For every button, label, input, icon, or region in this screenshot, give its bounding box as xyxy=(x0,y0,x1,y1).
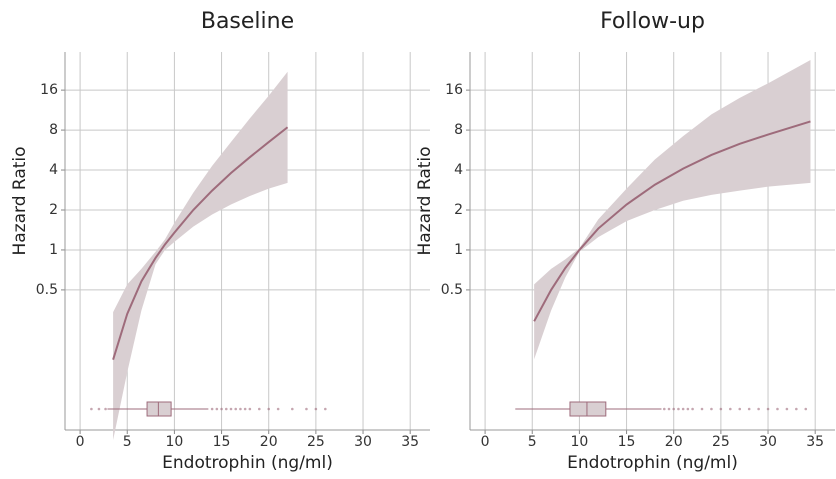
outlier xyxy=(691,407,694,411)
outlier xyxy=(290,407,294,411)
y-tick-label: 8 xyxy=(49,122,58,138)
x-tick-label: 30 xyxy=(759,434,777,450)
y-tick-label: 2 xyxy=(454,202,463,218)
outlier xyxy=(314,407,318,411)
x-axis-label: Endotrophin (ng/ml) xyxy=(162,453,333,473)
outlier xyxy=(239,407,242,411)
outlier xyxy=(672,407,676,411)
x-tick-label: 0 xyxy=(76,434,85,450)
outlier xyxy=(677,407,680,411)
outlier xyxy=(220,407,223,411)
box xyxy=(146,401,172,417)
outlier xyxy=(234,407,238,411)
outlier xyxy=(785,407,789,411)
x-tick-label: 35 xyxy=(806,434,824,450)
outlier xyxy=(738,407,742,411)
outlier xyxy=(243,407,247,411)
chart-title: Baseline xyxy=(201,9,294,34)
hazard-line xyxy=(112,126,289,360)
outlier xyxy=(267,407,271,411)
confidence-band xyxy=(113,71,288,440)
outlier xyxy=(104,407,107,411)
x-tick-label: 15 xyxy=(618,434,636,450)
y-tick-label: 4 xyxy=(49,162,58,178)
box xyxy=(569,401,607,417)
outlier xyxy=(729,407,732,411)
outlier xyxy=(766,407,770,411)
outlier xyxy=(224,407,228,411)
outlier xyxy=(90,407,93,411)
outlier xyxy=(276,407,280,411)
y-tick-label: 0.5 xyxy=(36,282,58,298)
outlier xyxy=(686,407,690,411)
y-tick-label: 4 xyxy=(454,162,463,178)
y-axis-label: Hazard Ratio xyxy=(415,146,435,255)
outlier xyxy=(229,407,233,411)
x-tick-label: 5 xyxy=(123,434,132,450)
y-tick-label: 1 xyxy=(454,242,463,258)
y-tick-label: 1 xyxy=(49,242,58,258)
x-tick-label: 10 xyxy=(165,434,183,450)
outlier xyxy=(667,407,671,411)
y-tick-label: 8 xyxy=(454,122,463,138)
outlier xyxy=(97,407,101,411)
x-tick-label: 35 xyxy=(401,434,419,450)
outlier xyxy=(681,407,685,411)
outlier xyxy=(747,407,751,411)
confidence-band xyxy=(534,59,811,360)
y-axis-label: Hazard Ratio xyxy=(10,146,30,255)
x-tick-label: 25 xyxy=(307,434,325,450)
outlier xyxy=(776,407,779,411)
y-tick-label: 16 xyxy=(40,82,58,98)
outlier xyxy=(719,407,723,411)
outlier xyxy=(795,407,798,411)
outlier xyxy=(662,407,666,411)
x-tick-label: 30 xyxy=(354,434,372,450)
x-axis-label: Endotrophin (ng/ml) xyxy=(567,453,738,473)
outlier xyxy=(305,407,308,411)
hazard-line xyxy=(533,120,811,322)
outlier xyxy=(804,407,808,411)
outlier xyxy=(248,407,252,411)
x-tick-label: 15 xyxy=(213,434,231,450)
outlier xyxy=(757,407,760,411)
x-tick-label: 20 xyxy=(260,434,278,450)
x-tick-label: 20 xyxy=(665,434,683,450)
x-tick-label: 5 xyxy=(528,434,537,450)
x-tick-label: 0 xyxy=(481,434,490,450)
y-tick-label: 16 xyxy=(445,82,463,98)
outlier xyxy=(324,407,327,411)
chart-title: Follow-up xyxy=(600,9,705,34)
outlier xyxy=(700,407,704,411)
outlier xyxy=(215,407,219,411)
y-tick-label: 2 xyxy=(49,202,58,218)
outlier xyxy=(710,407,713,411)
outlier xyxy=(210,407,214,411)
outlier xyxy=(257,407,261,411)
x-tick-label: 10 xyxy=(570,434,588,450)
y-tick-label: 0.5 xyxy=(441,282,463,298)
x-tick-label: 25 xyxy=(712,434,730,450)
